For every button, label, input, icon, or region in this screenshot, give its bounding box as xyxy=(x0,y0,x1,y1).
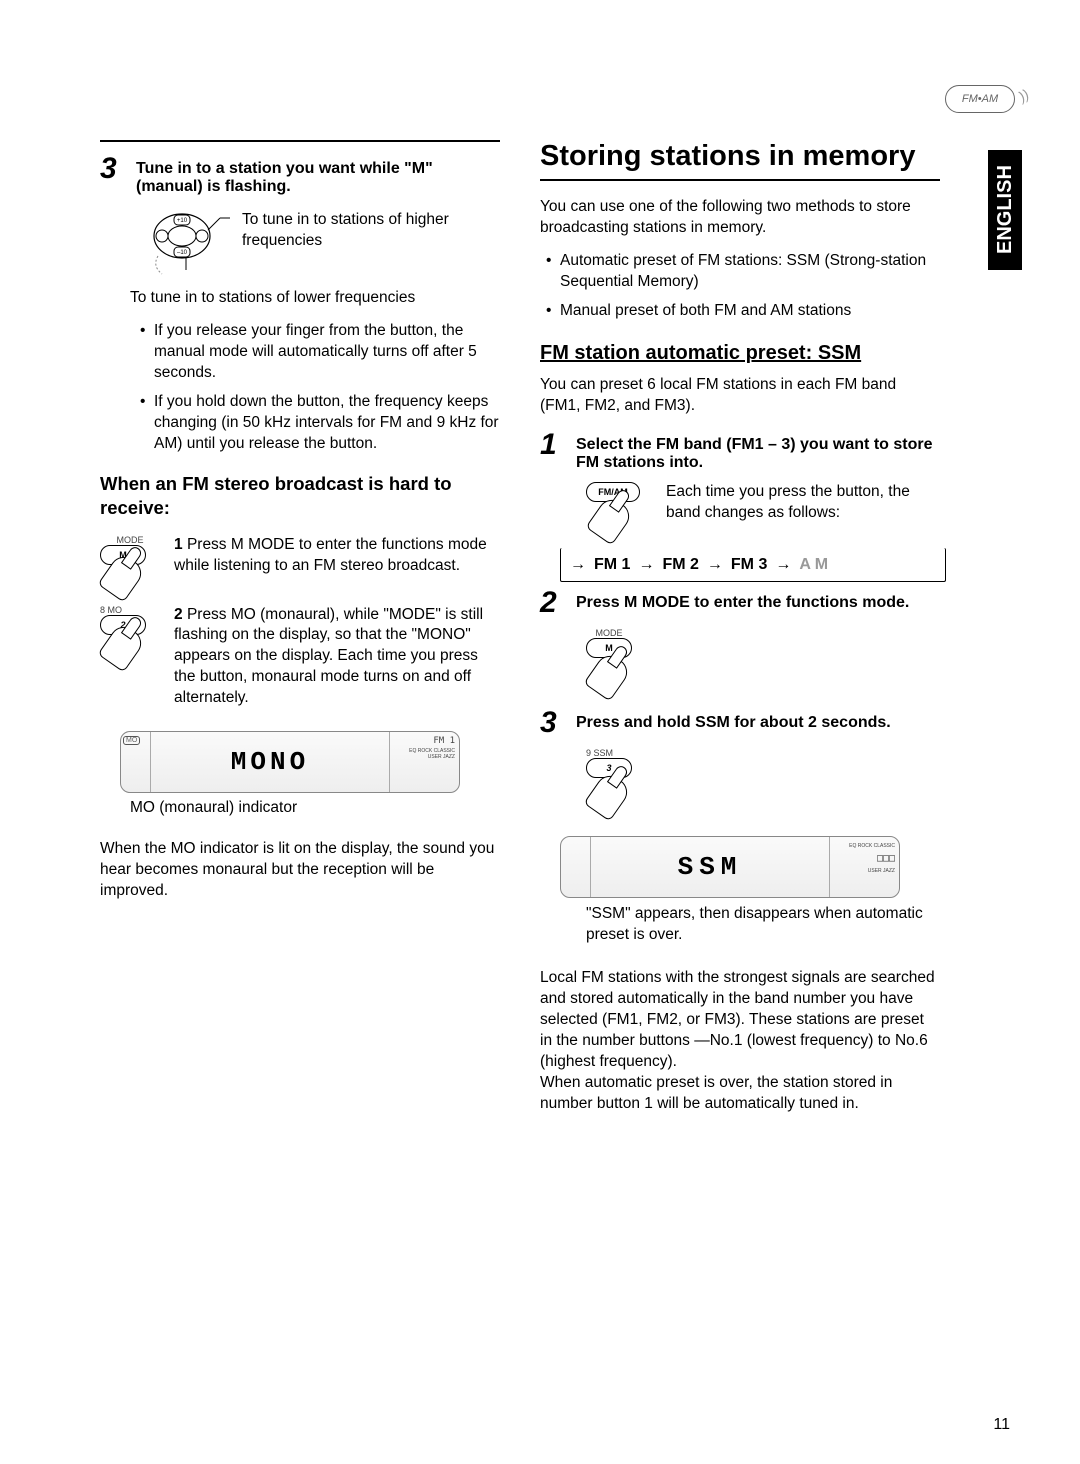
mono-step-2-text: 2 Press MO (monaural), while "MODE" is s… xyxy=(174,605,500,710)
svg-text:–10: –10 xyxy=(177,250,188,256)
mo-button-icon: 8 MO 2 xyxy=(100,605,160,710)
right-column: Storing stations in memory You can use o… xyxy=(540,140,940,1125)
button-label: 8 MO xyxy=(100,605,160,615)
step-number: 3 xyxy=(540,708,566,738)
band-fm1: FM 1 xyxy=(594,556,630,574)
mono-closing-para: When the MO indicator is lit on the disp… xyxy=(100,839,500,902)
display-text: MONO xyxy=(151,747,389,777)
band-cycle-diagram: → FM 1 → FM 2 → FM 3 → A M xyxy=(570,556,940,574)
display-indicator: MO xyxy=(121,732,151,792)
display-right-panel: FM 1 EQ ROCK CLASSIC USER JAZZ xyxy=(389,732,459,792)
arrow-icon: → xyxy=(570,556,586,574)
step-number: 2 xyxy=(540,588,566,618)
ssm-step-1-text: Each time you press the button, the band… xyxy=(666,482,940,542)
storing-methods-list: Automatic preset of FM stations: SSM (St… xyxy=(546,251,940,322)
display-band: FM 1 xyxy=(394,736,455,746)
storing-intro: You can use one of the following two met… xyxy=(540,197,940,239)
step-title: Select the FM band (FM1 – 3) you want to… xyxy=(576,430,940,472)
mo-badge: MO xyxy=(123,736,140,745)
band-fm3: FM 3 xyxy=(731,556,767,574)
button-label: MODE xyxy=(586,628,632,638)
mono-step-1-text: 1 Press M MODE to enter the functions mo… xyxy=(174,535,500,577)
svg-text:+10: +10 xyxy=(177,218,188,224)
ssm-closing-para: Local FM stations with the strongest sig… xyxy=(540,968,940,1114)
ssm-display-illustration: SSM EQ ROCK CLASSIC □□□ USER JAZZ xyxy=(560,836,900,898)
header-logo: FM•AM xyxy=(945,85,1015,113)
button-label: 9 SSM xyxy=(586,748,648,758)
mode-button-icon: MODE M xyxy=(100,535,160,577)
mono-display-illustration: MO MONO FM 1 EQ ROCK CLASSIC USER JAZZ xyxy=(120,731,460,793)
display-text: SSM xyxy=(591,852,829,882)
list-item: Automatic preset of FM stations: SSM (St… xyxy=(546,251,940,293)
band-fm2: FM 2 xyxy=(662,556,698,574)
list-item: Manual preset of both FM and AM stations xyxy=(546,301,940,322)
step-number: 3 xyxy=(100,154,126,184)
substep-number: 2 xyxy=(174,606,183,623)
ssm-heading: FM station automatic preset: SSM xyxy=(540,342,940,365)
list-item: If you release your finger from the butt… xyxy=(140,321,500,384)
step-number: 1 xyxy=(540,430,566,460)
list-item: If you hold down the button, the frequen… xyxy=(140,392,500,455)
tune-lower-label: To tune in to stations of lower frequenc… xyxy=(130,288,500,309)
arrow-icon: → xyxy=(775,556,791,574)
substep-text: Press M MODE to enter the functions mode… xyxy=(174,536,487,574)
ssm-intro: You can preset 6 local FM stations in ea… xyxy=(540,375,940,417)
ssm-step-1: 1 Select the FM band (FM1 – 3) you want … xyxy=(540,430,940,472)
band-am: A M xyxy=(799,556,828,574)
tune-illustration: +10 –10 To tune in to stations of higher… xyxy=(150,206,500,280)
ssm-step-3: 3 Press and hold SSM for about 2 seconds… xyxy=(540,708,940,738)
step-title: Tune in to a station you want while "M" … xyxy=(136,154,500,196)
language-tab: ENGLISH xyxy=(988,150,1022,270)
mono-step-2: 8 MO 2 2 Press MO (monaural), while "MOD… xyxy=(100,605,500,710)
step-title: Press and hold SSM for about 2 seconds. xyxy=(576,708,891,732)
page-number: 11 xyxy=(993,1416,1010,1434)
tune-notes-list: If you release your finger from the butt… xyxy=(140,321,500,455)
ssm-display-caption: "SSM" appears, then disappears when auto… xyxy=(586,904,940,946)
ssm-step-2: 2 Press M MODE to enter the functions mo… xyxy=(540,588,940,618)
fmam-button-icon: FM/AM xyxy=(586,482,648,542)
step-3-tune: 3 Tune in to a station you want while "M… xyxy=(100,154,500,196)
left-column: 3 Tune in to a station you want while "M… xyxy=(100,140,500,1125)
display-right-panel: EQ ROCK CLASSIC □□□ USER JAZZ xyxy=(829,837,899,897)
display-indicator xyxy=(561,837,591,897)
arrow-icon: → xyxy=(707,556,723,574)
tune-higher-label: To tune in to stations of higher frequen… xyxy=(242,206,500,252)
dpad-icon: +10 –10 xyxy=(150,206,230,280)
substep-text: Press MO (monaural), while "MODE" is sti… xyxy=(174,606,483,707)
storing-title: Storing stations in memory xyxy=(540,140,940,181)
display-caption: MO (monaural) indicator xyxy=(130,799,500,817)
ssm-button-icon: 9 SSM 3 xyxy=(586,748,648,814)
button-label: MODE xyxy=(100,535,160,545)
substep-number: 1 xyxy=(174,536,183,553)
step-title: Press M MODE to enter the functions mode… xyxy=(576,588,909,612)
content: 3 Tune in to a station you want while "M… xyxy=(100,140,1020,1125)
ssm-step-1-body: FM/AM Each time you press the button, th… xyxy=(586,482,940,542)
hard-receive-heading: When an FM stereo broadcast is hard to r… xyxy=(100,472,500,518)
arrow-icon: → xyxy=(638,556,654,574)
mode-button-icon: MODE M xyxy=(586,628,648,694)
mono-step-1: MODE M 1 Press M MODE to enter the funct… xyxy=(100,535,500,577)
